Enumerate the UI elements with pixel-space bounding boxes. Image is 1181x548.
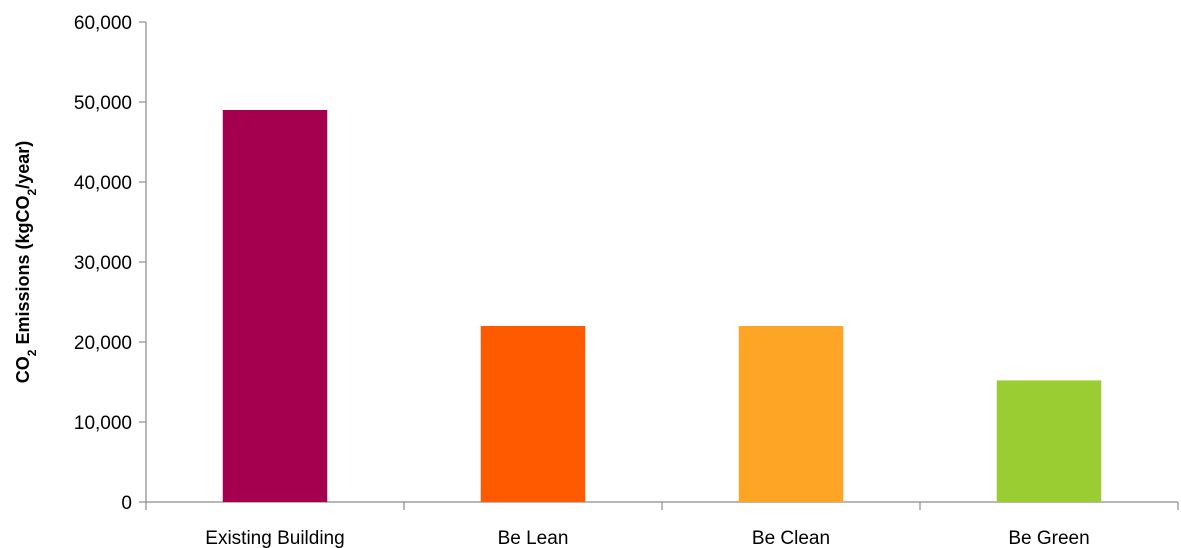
y-tick-label: 60,000 (74, 13, 132, 34)
x-tick-label: Be Clean (752, 528, 830, 548)
bar-be-clean (738, 326, 844, 502)
y-axis: 0 10,000 20,000 30,000 40,000 50,000 60,000 (74, 13, 147, 514)
x-tick-label: Existing Building (205, 528, 344, 548)
y-tick-label: 20,000 (74, 333, 132, 354)
y-axis-label: CO2 Emissions (kgCO2/year) (13, 141, 39, 383)
bar-be-green (996, 380, 1102, 502)
bars (222, 110, 1102, 502)
y-tick-label: 0 (121, 493, 132, 514)
x-tick-label: Be Lean (498, 528, 569, 548)
bar-existing-building (222, 110, 328, 502)
y-tick-label: 10,000 (74, 413, 132, 434)
x-axis: Existing Building Be Lean Be Clean Be Green (145, 501, 1179, 548)
y-tick-label: 50,000 (74, 93, 132, 114)
x-tick-label: Be Green (1008, 528, 1089, 548)
y-tick-label: 40,000 (74, 173, 132, 194)
y-tick-label: 30,000 (74, 253, 132, 274)
bar-be-lean (480, 326, 586, 502)
